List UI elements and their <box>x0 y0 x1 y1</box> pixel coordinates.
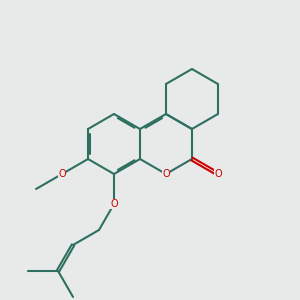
Text: O: O <box>110 199 118 209</box>
Text: O: O <box>214 169 222 179</box>
Text: O: O <box>58 169 66 179</box>
Text: O: O <box>162 169 170 179</box>
